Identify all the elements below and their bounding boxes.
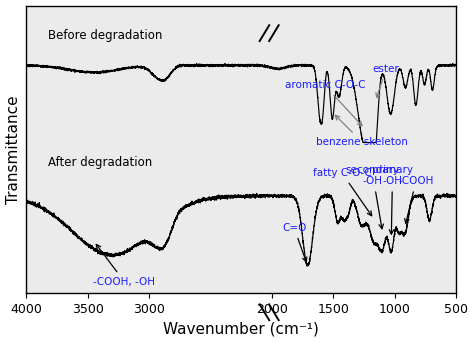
Text: C=O: C=O (282, 223, 307, 262)
X-axis label: Wavenumber (cm⁻¹): Wavenumber (cm⁻¹) (164, 321, 319, 337)
Text: secondary
-OH: secondary -OH (346, 165, 400, 229)
Text: Before degradation: Before degradation (48, 29, 163, 42)
Text: -COOH, -OH: -COOH, -OH (93, 245, 155, 287)
Text: After degradation: After degradation (48, 156, 153, 169)
Y-axis label: Transmittance: Transmittance (6, 95, 20, 204)
Text: benzene skeleton: benzene skeleton (316, 115, 408, 147)
Text: primary
-OH: primary -OH (372, 165, 413, 234)
Text: aromatic C-O-C: aromatic C-O-C (284, 80, 365, 126)
Text: fatty C-O-C: fatty C-O-C (313, 168, 372, 216)
Text: -COOH: -COOH (398, 176, 434, 223)
Text: ester: ester (373, 64, 400, 97)
